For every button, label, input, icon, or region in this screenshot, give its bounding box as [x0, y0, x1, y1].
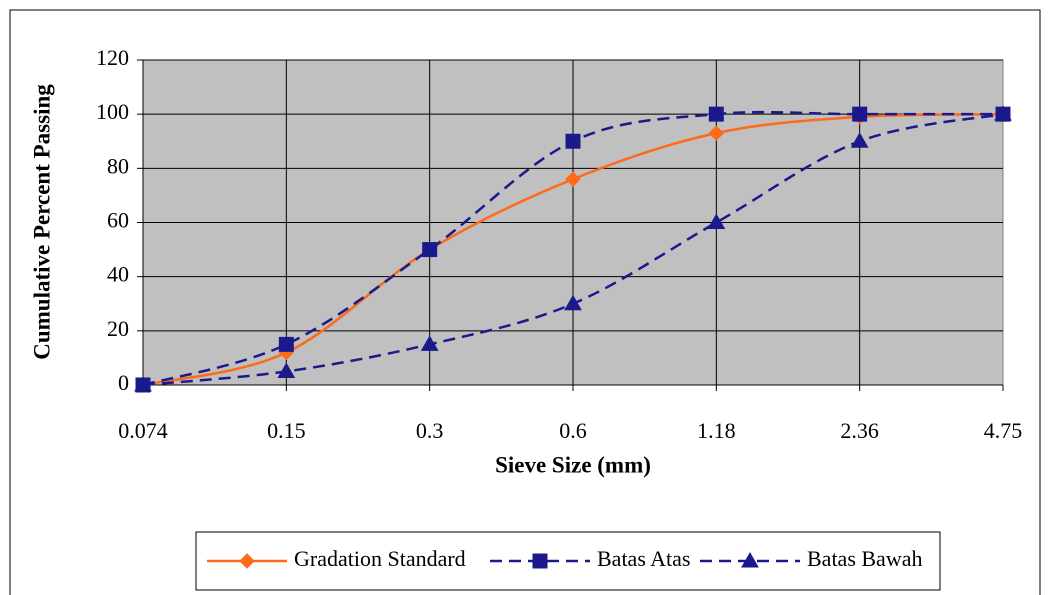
y-tick-label: 120: [96, 45, 129, 70]
data-point: [565, 133, 581, 149]
x-tick-label: 2.36: [840, 418, 879, 443]
y-axis-title: Cumulative Percent Passing: [29, 84, 54, 360]
x-tick-label: 1.18: [697, 418, 736, 443]
y-tick-label: 60: [107, 208, 129, 233]
x-tick-label: 0.3: [416, 418, 444, 443]
y-tick-label: 80: [107, 153, 129, 178]
data-point: [564, 294, 582, 311]
y-tick-label: 100: [96, 99, 129, 124]
data-point: [708, 106, 724, 122]
data-point: [994, 105, 1012, 121]
data-point: [278, 336, 294, 352]
data-point: [420, 335, 439, 351]
data-point: [134, 375, 152, 392]
legend-label: Gradation Standard: [294, 546, 466, 571]
data-point: [852, 106, 868, 122]
legend-marker: [239, 553, 255, 569]
data-point: [422, 242, 438, 258]
y-tick-label: 40: [107, 262, 129, 287]
x-axis-title: Sieve Size (mm): [495, 452, 651, 477]
y-tick-label: 20: [107, 316, 129, 341]
x-tick-label: 0.6: [559, 418, 587, 443]
data-point: [850, 132, 869, 148]
legend-label: Batas Atas: [597, 546, 691, 571]
legend-marker: [532, 553, 548, 569]
legend-marker: [741, 551, 759, 568]
x-tick-label: 0.074: [118, 418, 168, 443]
y-tick-label: 0: [118, 370, 129, 395]
data-point: [565, 171, 581, 187]
legend-label: Batas Bawah: [807, 546, 922, 571]
data-point: [708, 125, 725, 141]
data-point: [277, 362, 296, 378]
x-tick-label: 0.15: [267, 418, 306, 443]
x-tick-label: 4.75: [984, 418, 1023, 443]
data-point: [707, 213, 726, 229]
